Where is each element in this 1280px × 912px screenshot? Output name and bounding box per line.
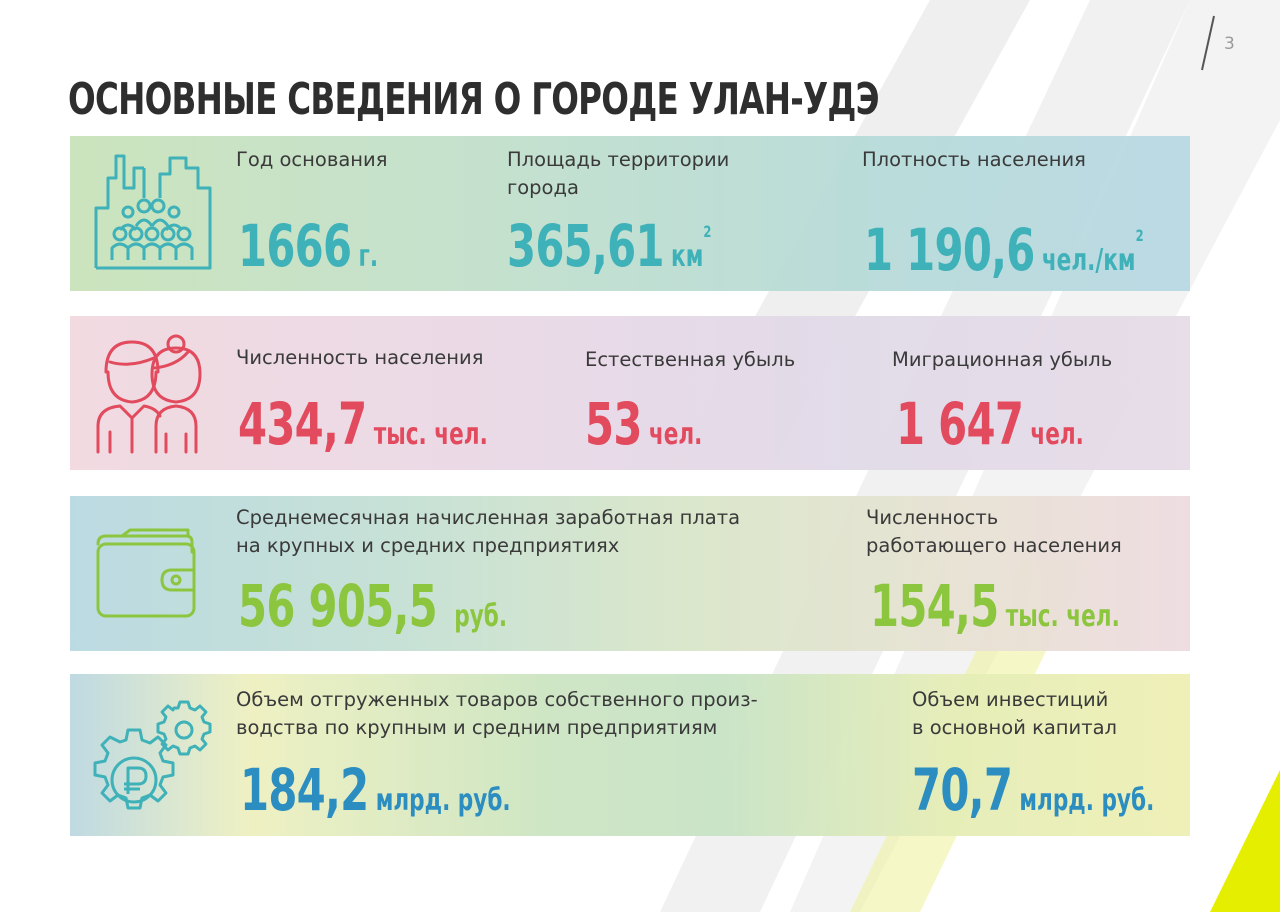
investment-value: 70,7 млрд. руб. bbox=[912, 756, 1155, 824]
city-people-icon bbox=[94, 154, 212, 270]
workforce-label-line1: Численность bbox=[866, 506, 999, 529]
gears-ruble-icon bbox=[93, 700, 212, 810]
page-title: ОСНОВНЫЕ СВЕДЕНИЯ О ГОРОДЕ УЛАН-УДЭ bbox=[68, 74, 880, 125]
salary-value: 56 905,5 руб. bbox=[238, 572, 508, 640]
workforce-value: 154,5 тыс. чел. bbox=[870, 572, 1120, 640]
population-value: 434,7 тыс. чел. bbox=[238, 390, 488, 458]
migration-decline-value: 1 647 чел. bbox=[896, 390, 1084, 458]
shipped-goods-label-line1: Объем отгруженных товаров собственного п… bbox=[236, 688, 758, 711]
population-label: Численность населения bbox=[236, 346, 484, 369]
page-number: 3 bbox=[1196, 14, 1256, 74]
migration-decline-label: Миграционная убыль bbox=[892, 348, 1113, 371]
area-label-line2: города bbox=[507, 176, 579, 199]
man-woman-icon bbox=[96, 334, 202, 454]
shipped-goods-value: 184,2 млрд. руб. bbox=[240, 756, 511, 824]
founding-year-value: 1666 г. bbox=[238, 212, 379, 280]
salary-label-line2: на крупных и средних предприятиях bbox=[236, 534, 620, 557]
city-info-panel bbox=[70, 136, 1190, 291]
workforce-label-line2: работающего населения bbox=[866, 534, 1122, 557]
area-label-line1: Площадь территории bbox=[507, 148, 730, 171]
natural-decline-value: 53 чел. bbox=[585, 390, 703, 458]
founding-year-label: Год основания bbox=[236, 148, 388, 171]
density-label: Плотность населения bbox=[862, 148, 1086, 171]
area-value: 365,61 км2 bbox=[507, 212, 712, 280]
natural-decline-label: Естественная убыль bbox=[585, 348, 796, 371]
density-value: 1 190,6 чел./км2 bbox=[864, 216, 1144, 284]
shipped-goods-label-line2: водства по крупным и средним предприятия… bbox=[236, 716, 718, 739]
salary-label-line1: Среднемесячная начисленная заработная пл… bbox=[236, 506, 741, 529]
investment-label-line1: Объем инвестиций bbox=[912, 688, 1109, 711]
wallet-icon bbox=[96, 528, 196, 618]
page-number-text: 3 bbox=[1224, 34, 1235, 54]
economy-panel bbox=[70, 674, 1190, 836]
salary-panel bbox=[70, 496, 1190, 651]
investment-label-line2: в основной капитал bbox=[912, 716, 1117, 739]
population-panel bbox=[70, 316, 1190, 470]
slash-divider-icon bbox=[1201, 15, 1215, 71]
